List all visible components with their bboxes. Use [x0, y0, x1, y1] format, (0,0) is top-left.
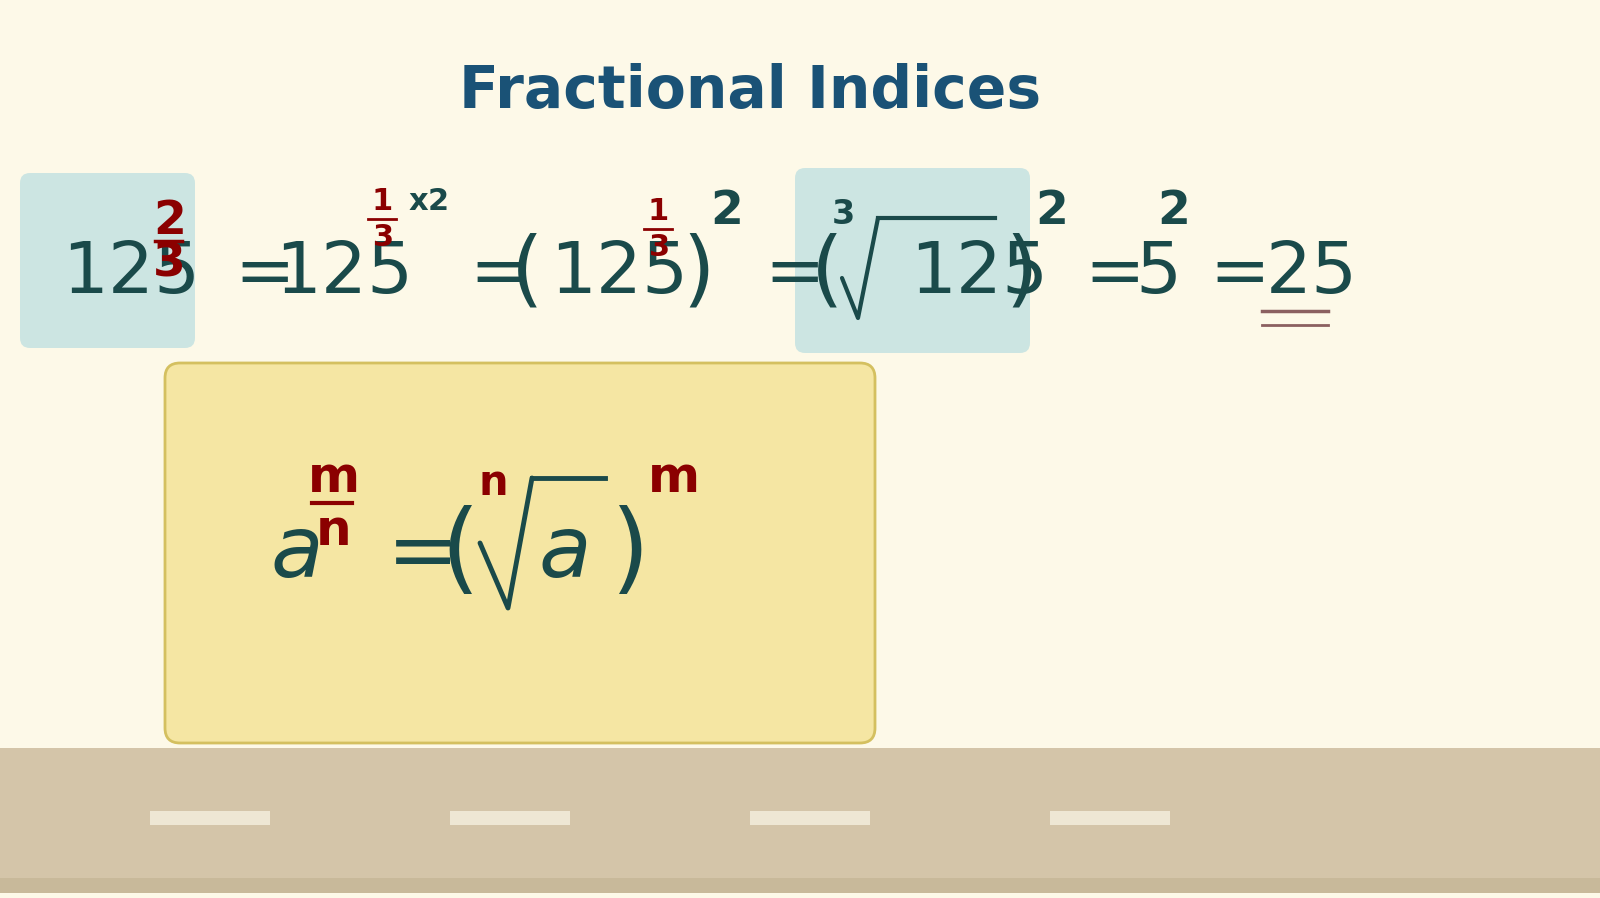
Text: $\mathbf{3}$: $\mathbf{3}$ [152, 241, 184, 286]
Text: $125$: $125$ [910, 239, 1043, 307]
Text: $\mathbf{x2}$: $\mathbf{x2}$ [408, 187, 448, 216]
Text: $=$: $=$ [1195, 239, 1264, 307]
Text: $\mathbf{3}$: $\mathbf{3}$ [371, 223, 392, 251]
FancyBboxPatch shape [0, 878, 1600, 893]
Text: $=$: $=$ [370, 512, 451, 594]
FancyBboxPatch shape [19, 173, 195, 348]
Text: $)$: $)$ [1005, 233, 1032, 313]
Text: $a$: $a$ [538, 512, 587, 594]
Text: $=$: $=$ [221, 239, 290, 307]
Text: $125$: $125$ [275, 239, 408, 307]
Text: $25$: $25$ [1266, 239, 1352, 307]
Text: $=$: $=$ [454, 239, 523, 307]
Text: $($: $($ [510, 233, 538, 313]
FancyBboxPatch shape [0, 748, 1600, 878]
Text: Fractional Indices: Fractional Indices [459, 63, 1042, 120]
Text: $\mathbf{3}$: $\mathbf{3}$ [648, 233, 669, 261]
Text: $\mathbf{2}$: $\mathbf{2}$ [1157, 189, 1187, 233]
FancyBboxPatch shape [795, 168, 1030, 353]
Text: $\mathbf{n}$: $\mathbf{n}$ [478, 462, 506, 504]
FancyBboxPatch shape [165, 363, 875, 743]
FancyBboxPatch shape [450, 811, 570, 825]
Text: $\mathbf{m}$: $\mathbf{m}$ [646, 454, 698, 502]
Text: $125$: $125$ [550, 239, 683, 307]
Text: $)$: $)$ [682, 233, 709, 313]
Text: $\mathbf{1}$: $\mathbf{1}$ [371, 187, 392, 216]
Text: $($: $($ [810, 233, 838, 313]
Text: $=$: $=$ [1070, 239, 1139, 307]
Text: $125$: $125$ [62, 239, 195, 307]
FancyBboxPatch shape [750, 811, 870, 825]
Text: $\mathbf{3}$: $\mathbf{3}$ [830, 198, 853, 232]
Text: $a$: $a$ [270, 512, 318, 594]
FancyBboxPatch shape [1050, 811, 1170, 825]
Text: $\mathbf{n}$: $\mathbf{n}$ [315, 507, 349, 555]
FancyBboxPatch shape [150, 811, 270, 825]
Text: $\mathbf{1}$: $\mathbf{1}$ [648, 197, 669, 225]
Text: $($: $($ [440, 505, 474, 602]
Text: $=$: $=$ [750, 239, 819, 307]
Text: $\mathbf{2}$: $\mathbf{2}$ [1035, 189, 1066, 233]
Text: $5$: $5$ [1134, 239, 1176, 307]
Text: $\mathbf{m}$: $\mathbf{m}$ [307, 454, 357, 502]
Text: $\mathbf{2}$: $\mathbf{2}$ [710, 189, 741, 233]
Text: $\mathbf{2}$: $\mathbf{2}$ [152, 198, 184, 243]
Text: $)$: $)$ [610, 505, 642, 602]
